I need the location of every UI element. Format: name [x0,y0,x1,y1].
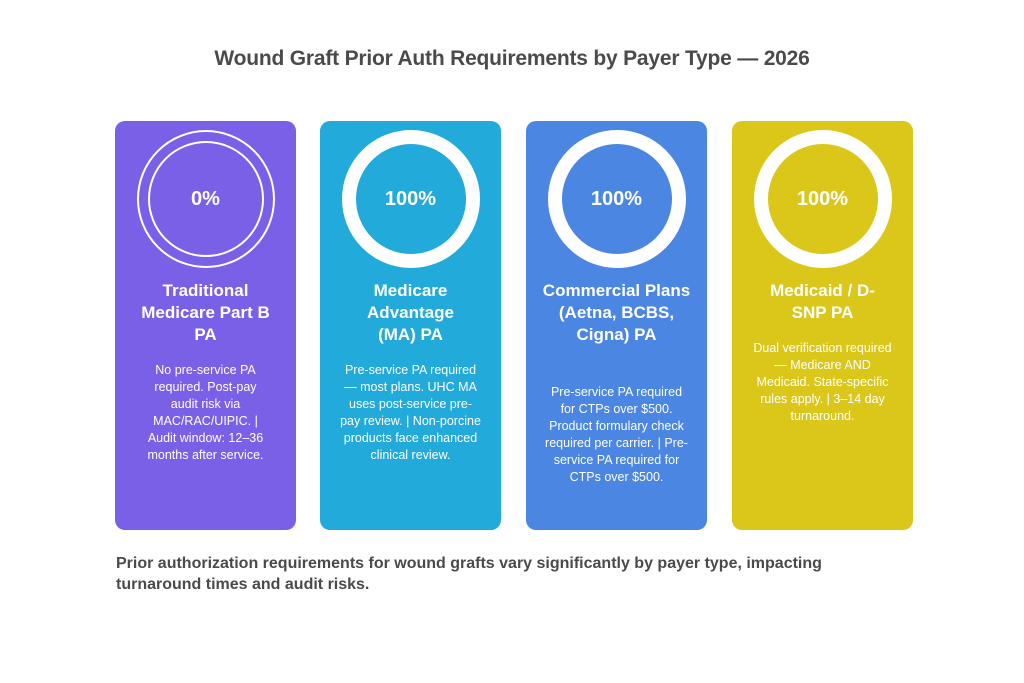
percent-value: 0% [191,187,220,210]
percent-ring-icon: 100% [547,130,686,268]
card-description: No pre-service PA required. Post-pay aud… [147,363,264,462]
card-description: Pre-service PA required for CTPs over $5… [545,385,688,484]
percent-value: 100% [796,187,849,210]
card-medicaid-dsnp: 100% Medicaid / D-SNP PA Dual verificati… [732,121,913,530]
percent-ring-icon: 100% [753,130,892,268]
card-description: Dual verification required — Medicare AN… [753,341,892,423]
percent-value: 100% [384,187,437,210]
card-title: Traditional Medicare Part B PA [141,281,270,344]
percent-value: 100% [590,187,643,210]
card-medicare-advantage: 100% Medicare Advantage (MA) PA Pre-serv… [320,121,501,530]
card-title: Medicaid / D-SNP PA [770,281,875,322]
card-traditional-medicare: 0% Traditional Medicare Part B PA No pre… [115,121,296,530]
card-commercial-plans: 100% Commercial Plans (Aetna, BCBS, Cign… [526,121,707,530]
card-title: Medicare Advantage (MA) PA [367,281,454,344]
inner-ring [147,141,264,257]
percent-ring-icon: 100% [341,130,480,268]
percent-ring-icon: 0% [136,130,275,268]
card-title: Commercial Plans (Aetna, BCBS, Cigna) PA [542,281,691,344]
card-description: Pre-service PA required — most plans. UH… [340,363,481,462]
caption: Prior authorization requirements for wou… [116,555,822,593]
diagram-title: Wound Graft Prior Auth Requirements by P… [214,47,810,70]
